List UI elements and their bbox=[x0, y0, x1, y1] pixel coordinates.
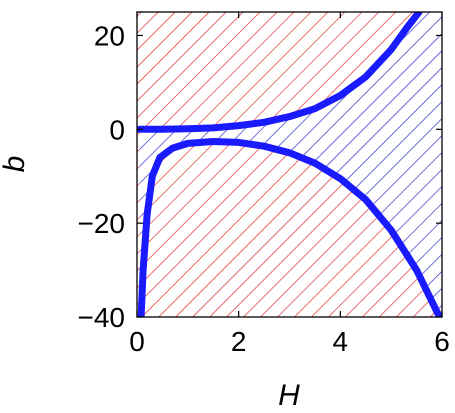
y-tick-label: −20 bbox=[78, 208, 126, 239]
lower-curve bbox=[137, 138, 442, 317]
y-tick-label: −40 bbox=[78, 302, 126, 333]
y-axis-label: b bbox=[0, 156, 31, 173]
inner-region-hatch bbox=[139, 12, 442, 317]
y-tick-label: 20 bbox=[94, 20, 125, 51]
hatched-regions bbox=[137, 12, 442, 317]
y-tick-label: 0 bbox=[109, 114, 125, 145]
x-axis: 0 2 4 6 bbox=[129, 12, 450, 357]
x-tick-label: 6 bbox=[434, 326, 450, 357]
upper-curve bbox=[137, 12, 423, 133]
x-tick-label: 0 bbox=[129, 326, 145, 357]
x-axis-label: H bbox=[278, 379, 300, 412]
x-tick-label: 2 bbox=[231, 326, 247, 357]
y-axis: 20 0 −20 −40 bbox=[78, 20, 442, 333]
curves bbox=[137, 12, 442, 317]
plot-frame bbox=[136, 11, 443, 318]
x-tick-label: 4 bbox=[333, 326, 349, 357]
